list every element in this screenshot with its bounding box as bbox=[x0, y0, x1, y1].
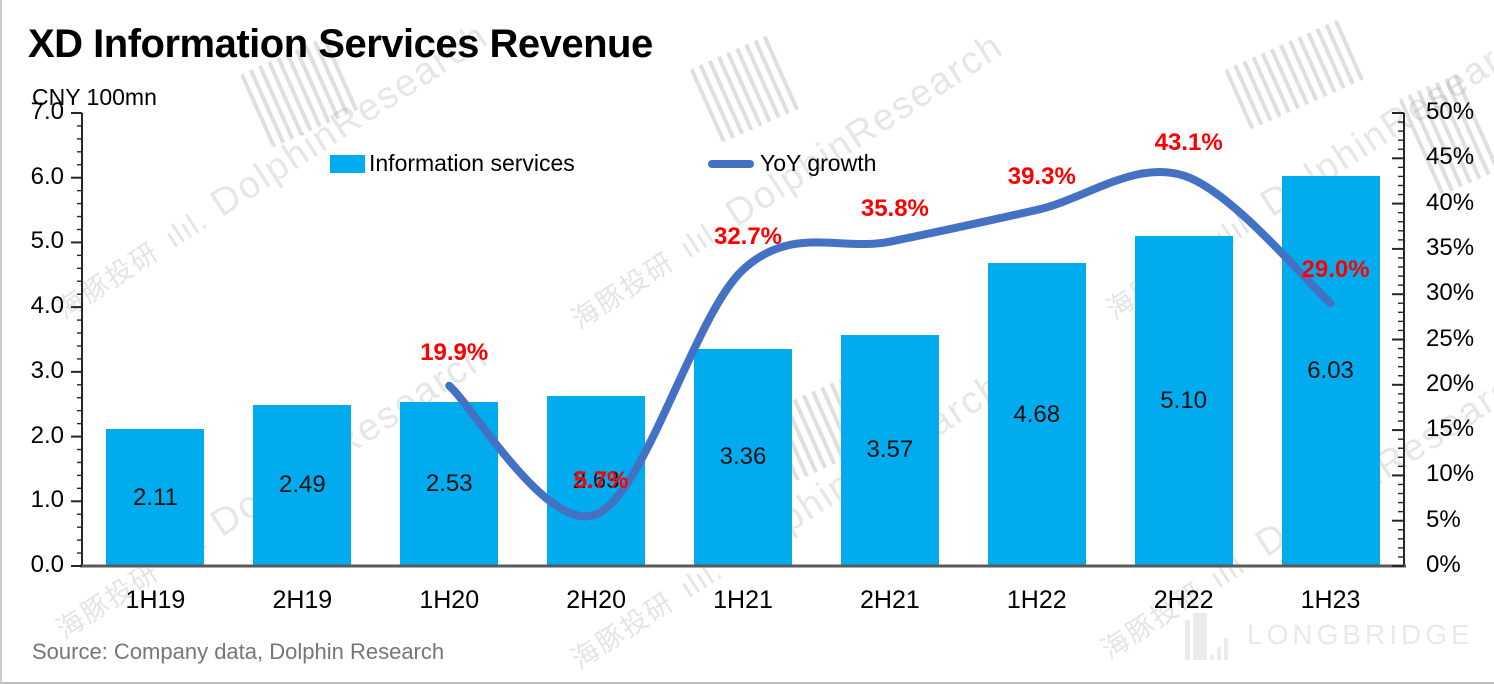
growth-percent-label: 29.0% bbox=[1301, 256, 1370, 284]
x-axis-category-label: 2H21 bbox=[859, 586, 920, 614]
revenue-bar bbox=[840, 334, 939, 566]
longbridge-icon bbox=[1217, 647, 1221, 660]
bar-value-label: 2.53 bbox=[425, 470, 473, 498]
growth-percent-label: 19.9% bbox=[420, 338, 489, 366]
x-axis-category-label: 2H22 bbox=[1153, 586, 1214, 614]
bar-value-label: 2.49 bbox=[278, 471, 326, 499]
yoy-growth-line bbox=[445, 167, 1335, 521]
left-axis-tick-label: 6.0 bbox=[30, 162, 64, 190]
revenue-bar bbox=[253, 404, 352, 566]
longbridge-icon bbox=[1224, 638, 1228, 660]
growth-percent-label: 35.8% bbox=[860, 194, 929, 222]
right-axis-tick-label: 20% bbox=[1426, 369, 1475, 397]
legend-bar-swatch-icon bbox=[330, 154, 365, 173]
longbridge-logo: LONGBRIDGE bbox=[1185, 610, 1474, 660]
right-axis-tick-label: 25% bbox=[1426, 324, 1475, 352]
revenue-bar bbox=[1281, 175, 1380, 566]
bar-value-label: 5.10 bbox=[1160, 386, 1208, 414]
revenue-bar bbox=[106, 429, 205, 566]
longbridge-icon bbox=[1193, 613, 1207, 660]
source-note: Source: Company data, Dolphin Research bbox=[32, 639, 445, 664]
x-axis-category-label: 2H19 bbox=[272, 586, 333, 614]
left-axis-tick-label: 7.0 bbox=[30, 98, 64, 125]
revenue-bar bbox=[694, 348, 792, 566]
longbridge-icon bbox=[1185, 620, 1190, 660]
left-axis-tick-label: 1.0 bbox=[30, 486, 64, 514]
left-axis-tick-label: 3.0 bbox=[30, 356, 64, 384]
legend-line-swatch-icon bbox=[708, 159, 754, 168]
revenue-bar bbox=[987, 263, 1086, 566]
legend-item-yoy-growth: YoY growth bbox=[708, 150, 876, 177]
bar-value-label: 2.11 bbox=[132, 483, 178, 511]
x-axis-category-label: 1H22 bbox=[1006, 586, 1067, 614]
bar-value-label: 3.57 bbox=[866, 436, 914, 464]
longbridge-icon bbox=[1210, 655, 1214, 660]
x-axis-category-label: 1H23 bbox=[1300, 586, 1361, 614]
right-axis-tick-label: 5% bbox=[1426, 505, 1461, 533]
growth-percent-label: 32.7% bbox=[713, 222, 783, 250]
revenue-bar bbox=[1134, 235, 1233, 566]
left-axis-tick-label: 4.0 bbox=[30, 292, 64, 320]
legend-label-yoy-growth: YoY growth bbox=[760, 150, 877, 176]
right-axis-tick-label: 40% bbox=[1426, 188, 1475, 216]
bar-value-label: 6.03 bbox=[1307, 356, 1354, 384]
legend-item-information-services: Information services bbox=[330, 150, 575, 177]
right-axis-tick-label: 45% bbox=[1426, 143, 1475, 171]
legend-label-information-services: Information services bbox=[369, 150, 575, 176]
bar-value-label: 4.68 bbox=[1013, 400, 1061, 428]
x-axis-category-label: 1H20 bbox=[419, 586, 480, 614]
right-axis-tick-label: 0% bbox=[1426, 551, 1461, 578]
right-axis-tick-label: 30% bbox=[1426, 279, 1475, 307]
right-axis-tick-label: 50% bbox=[1426, 98, 1475, 125]
x-axis-category-label: 1H21 bbox=[713, 586, 773, 614]
longbridge-wordmark: LONGBRIDGE bbox=[1247, 619, 1474, 650]
bar-value-label: 3.36 bbox=[719, 443, 767, 471]
growth-percent-label: 43.1% bbox=[1154, 128, 1223, 156]
left-axis-tick-label: 0.0 bbox=[30, 551, 64, 578]
growth-percent-label: 39.3% bbox=[1007, 162, 1076, 190]
chart-title: XD Information Services Revenue bbox=[28, 22, 653, 66]
x-axis-category-label: 1H19 bbox=[125, 586, 186, 614]
bar-value-label: 2.63 bbox=[572, 466, 620, 494]
x-axis-category-label: 2H20 bbox=[566, 586, 626, 614]
left-axis-unit-label: CNY 100mn bbox=[32, 84, 157, 110]
right-axis-tick-label: 10% bbox=[1426, 460, 1475, 488]
left-axis-tick-label: 2.0 bbox=[30, 421, 64, 449]
growth-percent-label: 5.7% bbox=[573, 467, 629, 495]
left-axis-tick-label: 5.0 bbox=[30, 227, 64, 255]
right-axis-tick-label: 15% bbox=[1426, 415, 1475, 443]
right-axis-tick-label: 35% bbox=[1426, 233, 1475, 261]
